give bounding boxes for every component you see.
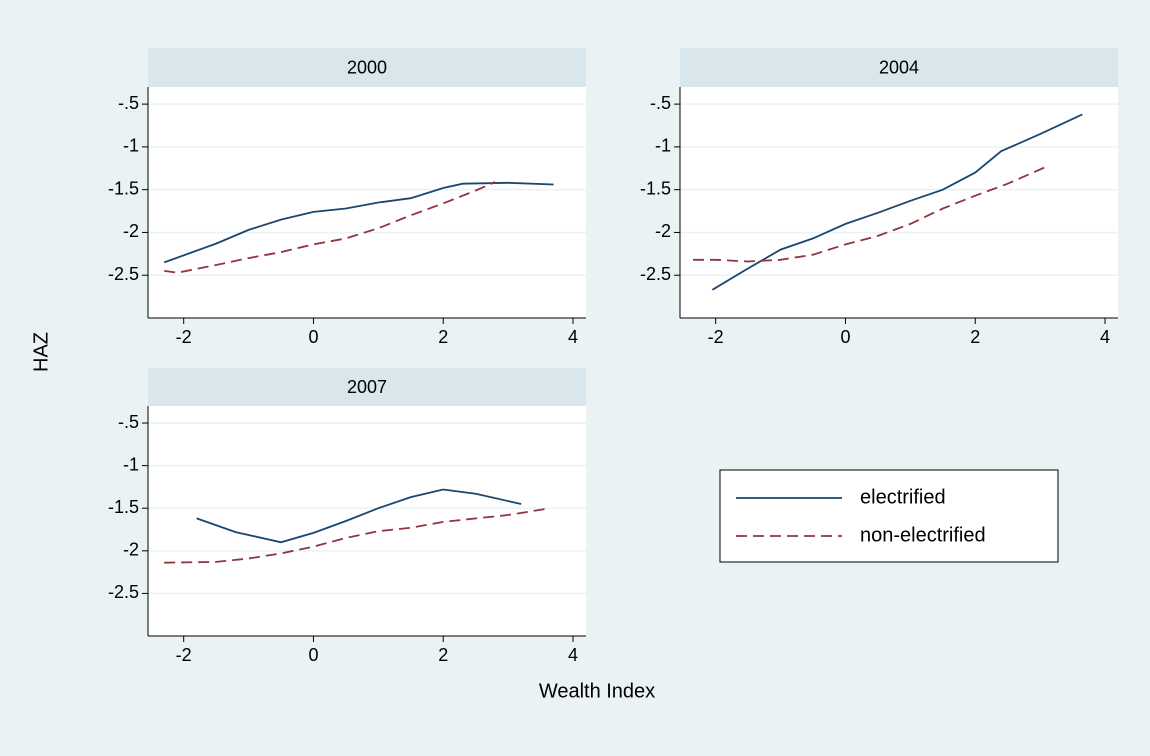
y-tick-label: -1.5 (640, 178, 671, 198)
plot-area (148, 406, 586, 636)
panel-title-strip (680, 48, 1118, 87)
x-tick-label: -2 (708, 327, 724, 347)
panel-title: 2000 (347, 57, 387, 77)
y-tick-label: -2.5 (640, 264, 671, 284)
y-tick-label: -1 (123, 136, 139, 156)
x-tick-label: 0 (308, 327, 318, 347)
x-tick-label: -2 (176, 645, 192, 665)
y-tick-label: -2.5 (108, 264, 139, 284)
panel-title-strip (148, 48, 586, 87)
panel-title-strip (148, 368, 586, 406)
y-tick-label: -2.5 (108, 582, 139, 602)
y-tick-label: -1 (655, 136, 671, 156)
x-tick-label: 2 (438, 645, 448, 665)
plot-area (680, 87, 1118, 318)
x-tick-label: 4 (568, 327, 578, 347)
y-tick-label: -1 (123, 454, 139, 474)
y-tick-label: -.5 (650, 93, 671, 113)
x-tick-label: 2 (970, 327, 980, 347)
series-line (196, 488, 522, 544)
series-line (163, 181, 554, 264)
legend-box (719, 469, 1059, 563)
y-tick-label: -2 (123, 540, 139, 560)
y-tick-label: -1.5 (108, 178, 139, 198)
series-line (164, 181, 496, 274)
legend-label: electrified (860, 486, 946, 508)
series-line (164, 507, 551, 564)
series-line (693, 165, 1047, 263)
y-tick-label: -.5 (118, 412, 139, 432)
series-line (711, 113, 1083, 291)
plot-area (148, 87, 586, 318)
x-axis-title: Wealth Index (539, 680, 655, 702)
y-tick-label: -2 (655, 221, 671, 241)
y-tick-label: -.5 (118, 93, 139, 113)
y-tick-label: -1.5 (108, 497, 139, 517)
legend-label: non-electrified (860, 524, 986, 546)
y-axis-title: HAZ (30, 332, 52, 372)
x-tick-label: -2 (176, 327, 192, 347)
panel-title: 2007 (347, 377, 387, 397)
panel-title: 2004 (879, 57, 919, 77)
x-tick-label: 0 (840, 327, 850, 347)
y-tick-label: -2 (123, 221, 139, 241)
x-tick-label: 2 (438, 327, 448, 347)
x-tick-label: 0 (308, 645, 318, 665)
x-tick-label: 4 (568, 645, 578, 665)
x-tick-label: 4 (1100, 327, 1110, 347)
